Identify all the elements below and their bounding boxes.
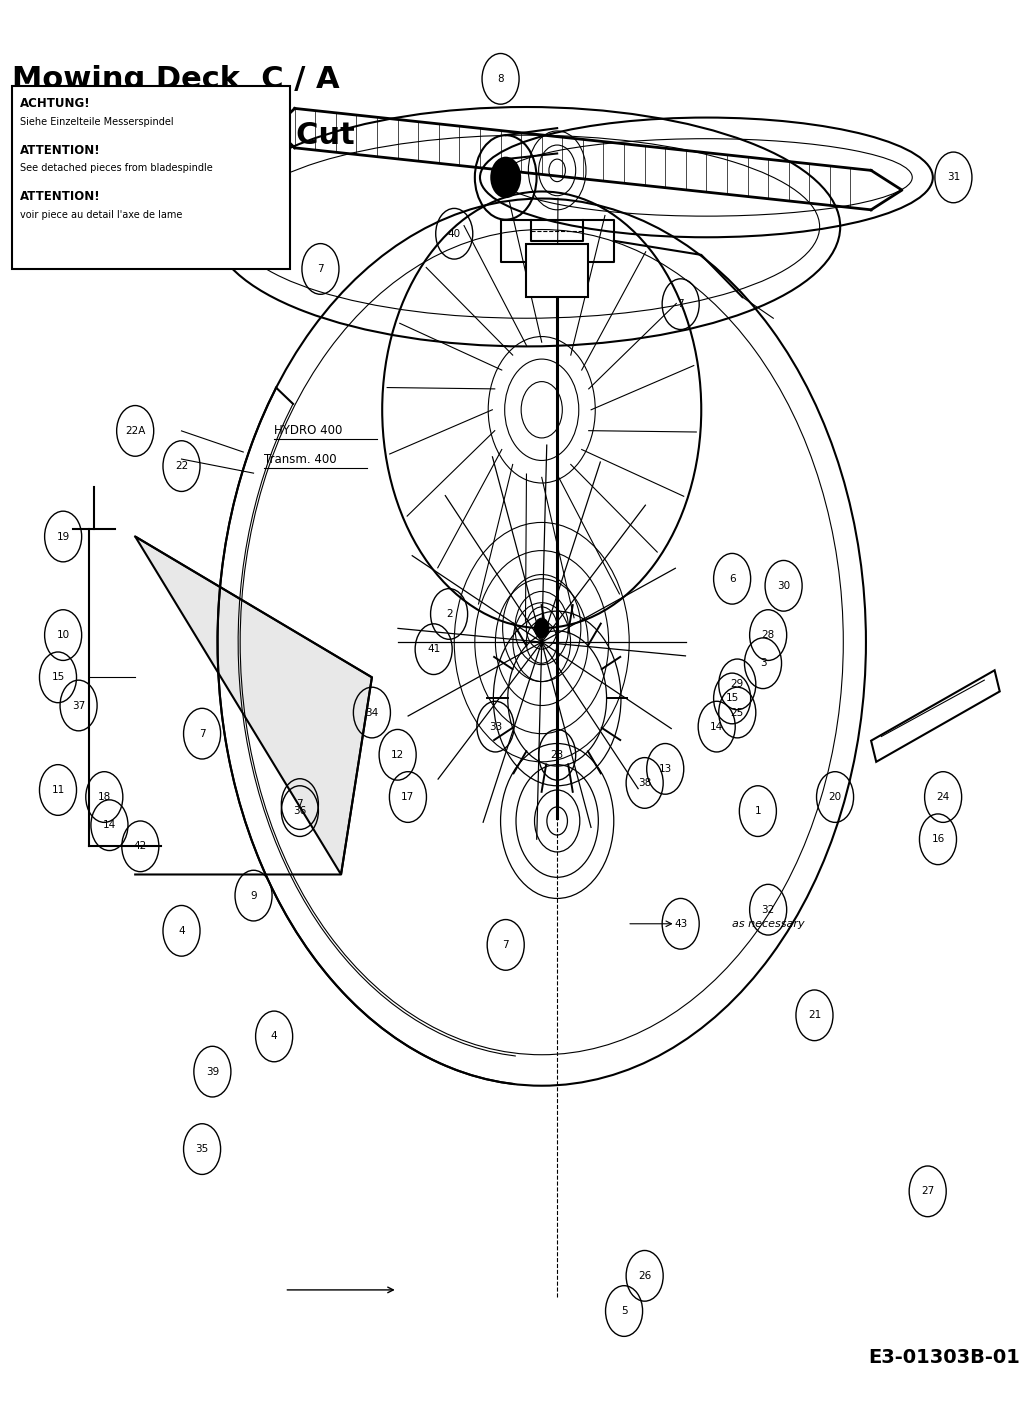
Text: 9: 9 xyxy=(250,890,257,900)
Text: 36: 36 xyxy=(293,806,307,816)
Text: 38: 38 xyxy=(638,777,651,787)
Text: 7: 7 xyxy=(677,299,684,309)
Text: ACHTUNG!: ACHTUNG! xyxy=(20,97,91,110)
Text: 12: 12 xyxy=(391,749,405,759)
Text: 14: 14 xyxy=(710,721,723,732)
Text: 22A: 22A xyxy=(125,426,146,436)
Text: See detached pieces from bladespindle: See detached pieces from bladespindle xyxy=(20,164,213,174)
Text: 25: 25 xyxy=(731,707,744,718)
Text: 5: 5 xyxy=(621,1307,627,1316)
Text: 40: 40 xyxy=(448,229,461,238)
Text: 7: 7 xyxy=(296,799,303,809)
Text: 8: 8 xyxy=(497,73,504,83)
Text: voir piece au detail l'axe de lame: voir piece au detail l'axe de lame xyxy=(20,210,183,220)
Text: 26: 26 xyxy=(638,1271,651,1281)
Text: 4: 4 xyxy=(270,1031,278,1041)
Text: 33: 33 xyxy=(489,721,502,732)
Text: ATTENTION!: ATTENTION! xyxy=(20,190,100,203)
Text: 41: 41 xyxy=(427,645,441,655)
Text: 18: 18 xyxy=(98,792,110,801)
Text: 24: 24 xyxy=(936,792,949,801)
Text: Mowing Deck  C / A: Mowing Deck C / A xyxy=(11,65,340,93)
Text: 15: 15 xyxy=(52,672,65,683)
Text: 30-inch / 76 cm. Cut: 30-inch / 76 cm. Cut xyxy=(11,121,354,150)
Text: as necessary: as necessary xyxy=(732,919,805,928)
Text: 35: 35 xyxy=(195,1144,208,1154)
Text: 7: 7 xyxy=(199,728,205,739)
Text: 7: 7 xyxy=(317,264,324,274)
Text: 39: 39 xyxy=(205,1067,219,1077)
Text: ATTENTION!: ATTENTION! xyxy=(20,144,100,157)
Text: 32: 32 xyxy=(762,904,775,914)
Text: HYDRO 400: HYDRO 400 xyxy=(275,425,343,437)
Text: E3-01303B-01: E3-01303B-01 xyxy=(869,1349,1021,1367)
Text: 2: 2 xyxy=(446,610,452,619)
Text: 11: 11 xyxy=(52,785,65,794)
Text: 29: 29 xyxy=(731,679,744,690)
Text: 7: 7 xyxy=(503,940,509,950)
Text: 30: 30 xyxy=(777,581,791,591)
Text: 4: 4 xyxy=(179,926,185,935)
Text: 37: 37 xyxy=(72,700,86,711)
Text: 22: 22 xyxy=(174,461,188,471)
Text: 19: 19 xyxy=(57,532,70,542)
Text: 3: 3 xyxy=(760,659,767,669)
Text: 23: 23 xyxy=(550,749,563,759)
Text: 15: 15 xyxy=(725,693,739,704)
Text: 1: 1 xyxy=(754,806,762,816)
Text: 31: 31 xyxy=(946,172,960,182)
Circle shape xyxy=(535,618,549,638)
Text: 14: 14 xyxy=(103,820,116,830)
Text: 6: 6 xyxy=(729,574,736,584)
Text: 10: 10 xyxy=(57,631,70,641)
Text: 42: 42 xyxy=(134,841,147,851)
Text: 21: 21 xyxy=(808,1010,821,1020)
Text: 43: 43 xyxy=(674,919,687,928)
Text: 34: 34 xyxy=(365,707,379,718)
FancyBboxPatch shape xyxy=(11,86,290,270)
Text: 16: 16 xyxy=(931,834,944,844)
Text: 28: 28 xyxy=(762,631,775,641)
FancyBboxPatch shape xyxy=(526,244,588,298)
Text: Transm. 400: Transm. 400 xyxy=(264,453,336,466)
Circle shape xyxy=(491,158,520,198)
Text: 13: 13 xyxy=(658,763,672,773)
Text: 27: 27 xyxy=(922,1187,934,1197)
Polygon shape xyxy=(135,536,372,875)
Text: 17: 17 xyxy=(401,792,415,801)
Text: Siehe Einzelteile Messerspindel: Siehe Einzelteile Messerspindel xyxy=(20,117,173,127)
Text: 20: 20 xyxy=(829,792,842,801)
